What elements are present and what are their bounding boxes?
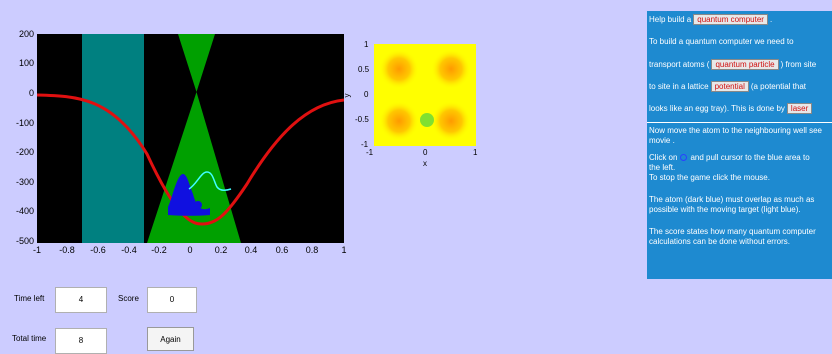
again-button[interactable]: Again — [147, 327, 194, 351]
y-tick-label: -300 — [15, 177, 34, 187]
x-tick-label: -1 — [32, 245, 41, 255]
mini-x-tick: 0 — [423, 148, 428, 157]
panel-text: and pull cursor to the blue area to — [690, 153, 810, 162]
panel-text: calculations can be done without errors. — [649, 237, 790, 246]
panel-text: possible with the moving target (light b… — [649, 205, 801, 214]
laser-cone-top — [178, 34, 215, 92]
panel-text: To build a quantum computer we need to — [649, 37, 794, 46]
intro-text-end: . — [769, 15, 773, 24]
score-label: Score — [118, 294, 139, 303]
total-time-field[interactable]: 8 — [55, 328, 107, 354]
x-tick-label: -0.6 — [90, 245, 106, 255]
intro-line: Help build a quantum computer. — [649, 14, 772, 25]
atom-position-marker — [420, 113, 434, 127]
x-tick-label: -0.8 — [59, 245, 75, 255]
y-tick-label: 0 — [28, 88, 34, 98]
potential-link[interactable]: potential — [710, 81, 749, 92]
panel-text: To stop the game click the mouse. — [649, 173, 770, 182]
potential-well — [379, 49, 419, 89]
y-tick-label: -200 — [15, 147, 34, 157]
transport-line: transport atoms (quantum particle) from … — [649, 59, 816, 70]
x-tick-label: 0.8 — [305, 245, 319, 255]
panel-text: to site in a lattice — [649, 82, 709, 91]
time-left-label: Time left — [14, 294, 45, 303]
atom-wavefunction — [168, 174, 210, 216]
mini-y-label: y — [342, 93, 352, 98]
mini-y-tick: 1 — [364, 40, 369, 49]
lattice-potential-plot — [374, 44, 476, 146]
score-field: 0 — [147, 287, 197, 313]
atom-marker — [194, 201, 202, 209]
y-tick-label: 100 — [18, 58, 34, 68]
mini-x-label: x — [423, 159, 427, 168]
panel-text: (a potential that — [750, 82, 806, 91]
potential-curve — [37, 93, 344, 226]
panel-text: ) from site — [780, 60, 817, 69]
mini-y-tick: -0.5 — [355, 115, 369, 124]
panel-divider — [647, 122, 832, 123]
lattice-line: to site in a lattice potential (a potentia… — [649, 81, 806, 92]
main-plot[interactable] — [37, 34, 344, 243]
panel-text: Now move the atom to the neighbouring we… — [649, 126, 822, 135]
mini-y-tick: -1 — [361, 140, 369, 149]
potential-well — [431, 49, 471, 89]
panel-text: transport atoms ( — [649, 60, 710, 69]
mini-y-tick: 0 — [364, 90, 369, 99]
x-tick-label: 0.2 — [214, 245, 228, 255]
click-line: Click on and pull cursor to the blue area… — [649, 153, 810, 163]
target-wavefunction — [188, 171, 232, 192]
y-tick-label: 200 — [18, 29, 34, 39]
y-tick-label: -100 — [15, 118, 34, 128]
mini-y-tick: 0.5 — [358, 65, 370, 74]
x-tick-label: 0.4 — [244, 245, 258, 255]
y-tick-label: -500 — [15, 236, 34, 246]
teal-band — [82, 34, 144, 243]
quantum-particle-link[interactable]: quantum particle — [711, 59, 779, 70]
panel-text: The atom (dark blue) must overlap as muc… — [649, 195, 815, 204]
x-tick-label: -0.2 — [151, 245, 167, 255]
x-tick-label: 0 — [187, 245, 193, 255]
mini-x-tick: -1 — [366, 148, 374, 157]
instruction-panel: Help build a quantum computer. To build a… — [647, 11, 832, 279]
panel-text: looks like an egg tray). This is done by — [649, 104, 785, 113]
total-time-label: Total time — [12, 334, 47, 343]
x-tick-label: -0.4 — [121, 245, 137, 255]
intro-text: Help build a — [649, 15, 692, 24]
time-left-field: 4 — [55, 287, 107, 313]
laser-line: looks like an egg tray). This is done by… — [649, 103, 814, 114]
circle-icon — [680, 154, 688, 162]
mini-x-tick: 1 — [473, 148, 478, 157]
panel-text: The score states how many quantum comput… — [649, 227, 816, 236]
panel-text: Click on — [649, 153, 678, 162]
laser-link[interactable]: laser — [786, 103, 813, 114]
potential-well — [379, 101, 419, 141]
panel-text: movie . — [649, 136, 675, 145]
x-tick-label: 1 — [341, 245, 347, 255]
y-tick-label: -400 — [15, 206, 34, 216]
panel-text: the left. — [649, 163, 676, 172]
potential-well — [431, 101, 471, 141]
x-tick-label: 0.6 — [275, 245, 289, 255]
quantum-computer-link[interactable]: quantum computer — [693, 14, 768, 25]
